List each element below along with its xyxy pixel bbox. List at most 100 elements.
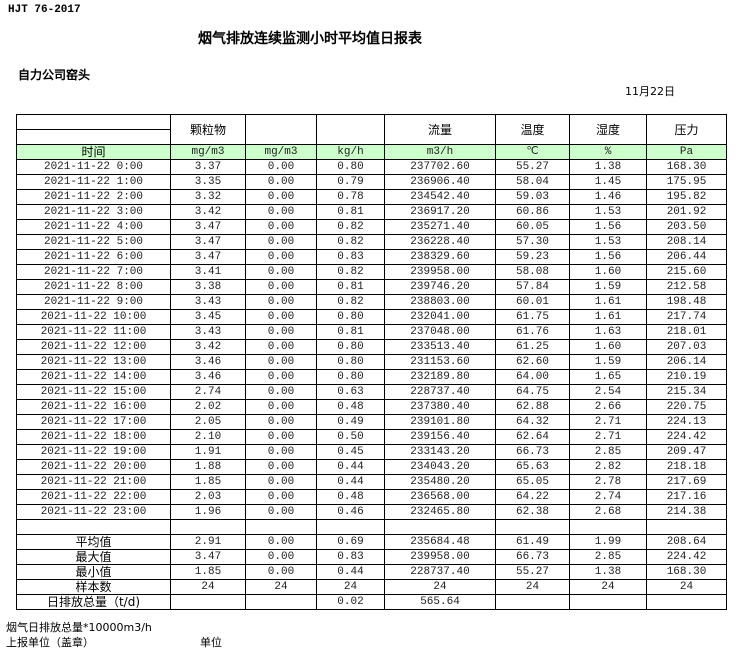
cell-col-3: 0.00 bbox=[245, 444, 317, 460]
cell-time: 2021-11-22 17:00 bbox=[16, 414, 171, 430]
cell-time: 2021-11-22 2:00 bbox=[16, 189, 171, 205]
header-humidity: 湿度 bbox=[569, 114, 647, 145]
cell-particulate: 3.35 bbox=[170, 174, 246, 190]
cell-col-3: 0.00 bbox=[245, 339, 317, 355]
cell-humidity: 24 bbox=[569, 579, 647, 595]
cell-time: 2021-11-22 23:00 bbox=[16, 504, 171, 520]
cell-time: 2021-11-22 16:00 bbox=[16, 399, 171, 415]
cell-col-4: 0.46 bbox=[316, 504, 385, 520]
cell-particulate: 3.47 bbox=[170, 549, 246, 565]
cell-col-3: 0.00 bbox=[245, 294, 317, 310]
data-row: 2021-11-22 5:00 3.47 0.00 0.82 236228.40 57.3… bbox=[16, 234, 727, 250]
cell-col-3: 0.00 bbox=[245, 429, 317, 445]
report-table: 颗粒物 流量 温度 湿度 压力 时间 mg/m3 mg/m3 kg/h m3/h… bbox=[16, 114, 727, 610]
cell-humidity: 1.59 bbox=[569, 279, 647, 295]
footer-unit: 单位 bbox=[200, 636, 222, 649]
cell-time: 最大值 bbox=[16, 549, 171, 565]
header-pressure: 压力 bbox=[646, 114, 727, 145]
cell-particulate: 1.91 bbox=[170, 444, 246, 460]
cell-time: 2021-11-22 12:00 bbox=[16, 339, 171, 355]
cell-humidity: 2.74 bbox=[569, 489, 647, 505]
cell-flow: 239746.20 bbox=[384, 279, 496, 295]
cell-flow: 235684.48 bbox=[384, 534, 496, 550]
cell-temperature: 62.38 bbox=[495, 504, 570, 520]
cell-col-3: 0.00 bbox=[245, 534, 317, 550]
data-row: 2021-11-22 8:00 3.38 0.00 0.81 239746.20 57.8… bbox=[16, 279, 727, 295]
cell-time: 2021-11-22 15:00 bbox=[16, 384, 171, 400]
cell-particulate: 3.41 bbox=[170, 264, 246, 280]
cell-particulate: 2.74 bbox=[170, 384, 246, 400]
cell-time: 2021-11-22 8:00 bbox=[16, 279, 171, 295]
cell-col-4: 0.81 bbox=[316, 279, 385, 295]
cell-humidity: 1.53 bbox=[569, 204, 647, 220]
cell-flow: 228737.40 bbox=[384, 564, 496, 580]
cell-flow: 238329.60 bbox=[384, 249, 496, 265]
cell-col-4: 0.44 bbox=[316, 459, 385, 475]
cell-particulate: 1.96 bbox=[170, 504, 246, 520]
cell-temperature: 24 bbox=[495, 579, 570, 595]
cell-col-4: 0.02 bbox=[316, 594, 385, 610]
cell-pressure: 224.42 bbox=[646, 549, 727, 565]
cell-pressure: 214.38 bbox=[646, 504, 727, 520]
data-row: 2021-11-22 7:00 3.41 0.00 0.82 239958.00 58.0… bbox=[16, 264, 727, 280]
cell-temperature: 58.08 bbox=[495, 264, 570, 280]
cell-pressure: 206.14 bbox=[646, 354, 727, 370]
cell-pressure: 168.30 bbox=[646, 564, 727, 580]
cell-particulate: 2.02 bbox=[170, 399, 246, 415]
cell-time: 2021-11-22 22:00 bbox=[16, 489, 171, 505]
cell-humidity: 2.85 bbox=[569, 444, 647, 460]
cell-particulate: 2.03 bbox=[170, 489, 246, 505]
cell-col-3 bbox=[245, 594, 317, 610]
cell-time: 平均值 bbox=[16, 534, 171, 550]
cell-col-3: 0.00 bbox=[245, 564, 317, 580]
cell-flow: 236917.20 bbox=[384, 204, 496, 220]
unit-row: 时间 mg/m3 mg/m3 kg/h m3/h ℃ % Pa bbox=[16, 144, 727, 160]
data-row: 2021-11-22 4:00 3.47 0.00 0.82 235271.40 60.0… bbox=[16, 219, 727, 235]
cell-pressure: 208.64 bbox=[646, 534, 727, 550]
cell-col-4: 0.50 bbox=[316, 429, 385, 445]
cell-flow: 237702.60 bbox=[384, 159, 496, 175]
cell-humidity: 2.82 bbox=[569, 459, 647, 475]
cell-col-4: 0.80 bbox=[316, 369, 385, 385]
cell-particulate: 3.47 bbox=[170, 219, 246, 235]
cell-humidity: 1.99 bbox=[569, 534, 647, 550]
cell-flow: 234043.20 bbox=[384, 459, 496, 475]
cell-time: 2021-11-22 6:00 bbox=[16, 249, 171, 265]
cell-col-3: 0.00 bbox=[245, 504, 317, 520]
cell-col-3: 0.00 bbox=[245, 159, 317, 175]
cell-col-4: 0.82 bbox=[316, 264, 385, 280]
data-row: 2021-11-22 14:00 3.46 0.00 0.80 232189.80 64.… bbox=[16, 369, 727, 385]
data-row: 2021-11-22 15:00 2.74 0.00 0.63 228737.40 64.… bbox=[16, 384, 727, 400]
cell-flow: 232041.00 bbox=[384, 309, 496, 325]
cell-col-3: 0.00 bbox=[245, 249, 317, 265]
cell-pressure: 168.30 bbox=[646, 159, 727, 175]
cell-humidity: 1.65 bbox=[569, 369, 647, 385]
cell-pressure: 198.48 bbox=[646, 294, 727, 310]
cell-col-3: 0.00 bbox=[245, 204, 317, 220]
cell-flow: 239156.40 bbox=[384, 429, 496, 445]
cell-col-3: 0.00 bbox=[245, 324, 317, 340]
cell-flow: 237380.40 bbox=[384, 399, 496, 415]
cell-temperature: 64.22 bbox=[495, 489, 570, 505]
cell-pressure bbox=[646, 594, 727, 610]
cell-col-3: 0.00 bbox=[245, 549, 317, 565]
cell-temperature: 60.05 bbox=[495, 219, 570, 235]
cell-time: 日排放总量（t/d) bbox=[16, 594, 171, 610]
cell-flow: 233513.40 bbox=[384, 339, 496, 355]
cell-flow: 235480.20 bbox=[384, 474, 496, 490]
cell-col-3: 0.00 bbox=[245, 234, 317, 250]
header-temperature: 温度 bbox=[495, 114, 570, 145]
data-row: 2021-11-22 20:00 1.88 0.00 0.44 234043.20 65.… bbox=[16, 459, 727, 475]
cell-flow: 565.64 bbox=[384, 594, 496, 610]
cell-humidity: 2.71 bbox=[569, 414, 647, 430]
cell-temperature: 66.73 bbox=[495, 549, 570, 565]
cell-pressure: 220.75 bbox=[646, 399, 727, 415]
cell-col-3: 0.00 bbox=[245, 219, 317, 235]
cell-humidity: 1.61 bbox=[569, 294, 647, 310]
cell-humidity: 2.68 bbox=[569, 504, 647, 520]
cell-temperature: 55.27 bbox=[495, 564, 570, 580]
cell-temperature: 66.73 bbox=[495, 444, 570, 460]
data-row: 2021-11-22 22:00 2.03 0.00 0.48 236568.00 64.… bbox=[16, 489, 727, 505]
cell-flow: 236906.40 bbox=[384, 174, 496, 190]
unit-flow: m3/h bbox=[384, 144, 496, 160]
